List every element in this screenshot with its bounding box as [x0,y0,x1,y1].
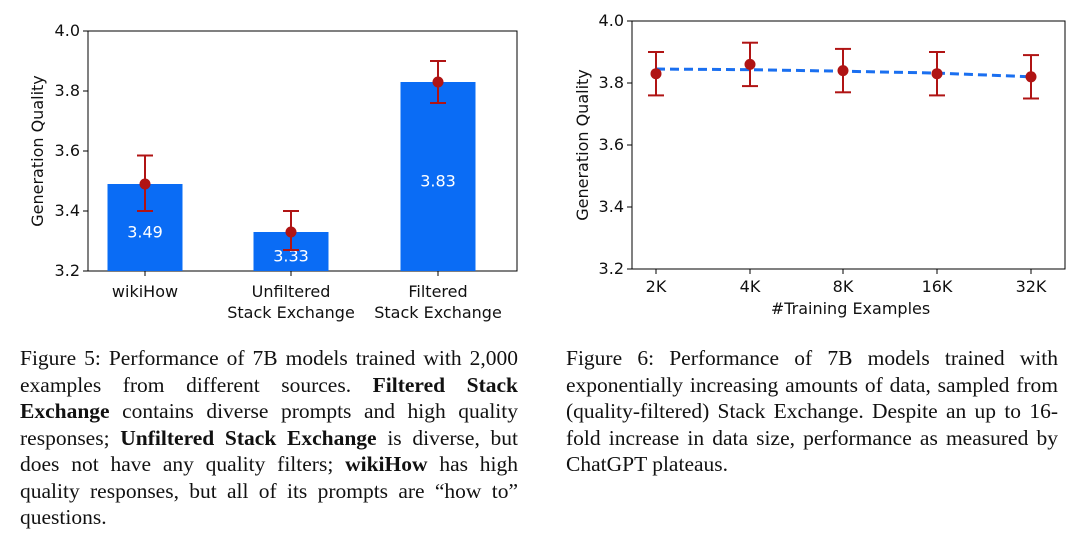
x-tick-label: 8K [833,277,854,296]
x-tick-label: 32K [1016,277,1047,296]
bar-value-label: 3.83 [420,172,456,191]
bar-value-label: 3.49 [127,223,163,242]
bar-chart-figure-5: 3.2 3.4 3.6 3.8 4.0 Generation Quality 3.49 wik… [28,21,518,322]
x-axis-label: #Training Examples [771,299,930,318]
x-tick-label: Unfiltered [252,282,331,301]
y-tick-label: 3.4 [55,201,80,220]
y-tick-label: 4.0 [599,11,624,30]
mean-marker [432,76,444,88]
figure-5-caption: Figure 5: Performance of 7B models train… [20,345,518,531]
figure-6-caption: Figure 6: Performance of 7B models train… [566,346,1058,476]
plot-frame [631,20,1066,270]
y-tick-label: 3.4 [599,197,624,216]
x-tick-label: Stack Exchange [374,303,502,322]
x-tick-label: Filtered [408,282,467,301]
mean-marker [139,178,151,190]
data-point [931,68,943,80]
data-point [744,58,756,70]
data-point [650,68,662,80]
x-tick-label: wikiHow [112,282,178,301]
x-tick-label: 4K [740,277,761,296]
data-point [837,65,849,77]
y-tick-label: 3.2 [599,259,624,278]
line-chart-figure-6: 3.2 3.4 3.6 3.8 4.0 Generation Quality 2K 4K 8K 1… [573,11,1066,318]
x-tick-label: Stack Exchange [227,303,355,322]
caption-text: Figure 5: Performance of 7B models train… [20,346,518,397]
y-tick-label: 3.2 [55,261,80,280]
mean-marker [285,226,297,238]
y-tick-label: 4.0 [55,21,80,40]
bar-value-label: 3.33 [273,247,309,266]
y-axis-label: Generation Quality [28,75,47,227]
caption-bold-term: Filtered Stack Exchange [20,372,518,424]
x-tick-label: 2K [646,277,667,296]
caption-bold-term: Unfiltered Stack Exchange [120,425,377,450]
y-tick-label: 3.8 [599,73,624,92]
caption-text: contains diverse prompts and high qualit… [20,399,518,450]
bar [400,82,476,271]
x-tick-label: 16K [922,277,953,296]
y-axis-label: Generation Quality [573,69,592,221]
caption-text: has high quality responses, but all of i… [20,452,518,529]
data-point [1025,71,1037,83]
y-tick-label: 3.6 [55,141,80,160]
caption-bold-term: wikiHow [345,452,428,476]
caption-text: is diverse, but does not have any qualit… [20,425,519,477]
y-tick-label: 3.8 [55,81,80,100]
y-tick-label: 3.6 [599,135,624,154]
